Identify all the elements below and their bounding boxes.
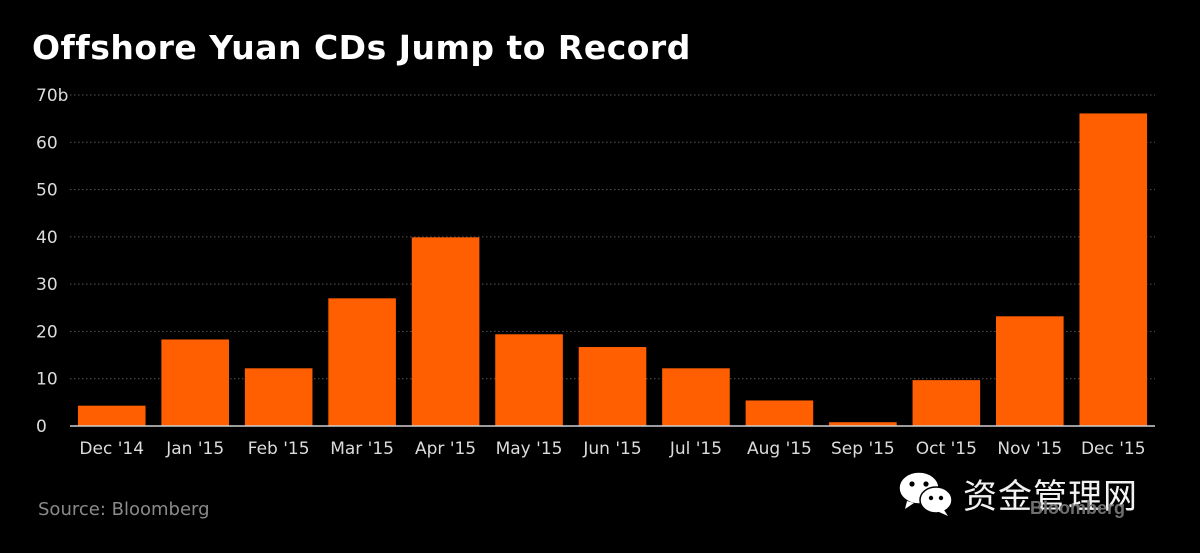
x-tick-label: Aug '15 — [747, 439, 812, 459]
bar — [1079, 113, 1148, 426]
bar — [912, 380, 981, 426]
x-tick-label: Oct '15 — [916, 439, 977, 459]
bar — [328, 298, 396, 426]
x-tick-label: Jul '15 — [669, 439, 722, 459]
y-tick-label: 60 — [36, 133, 58, 153]
x-tick-label: Mar '15 — [330, 439, 394, 459]
bar — [77, 405, 146, 426]
x-tick-label: Jan '15 — [165, 439, 224, 459]
gridlines — [70, 94, 1155, 380]
chart-title: Offshore Yuan CDs Jump to Record — [32, 28, 691, 67]
y-tick-label: 0 — [36, 417, 47, 437]
bloomberg-logo: Bloomberg — [1030, 498, 1126, 518]
bar — [495, 334, 563, 426]
bar — [662, 368, 730, 426]
y-axis-tick-labels: 0 10 20 30 40 50 60 70b — [36, 86, 68, 437]
y-tick-label: 40 — [36, 228, 58, 248]
x-tick-label: Nov '15 — [997, 439, 1062, 459]
watermark-text: 资金管理网 — [963, 476, 1138, 517]
y-tick-label: 50 — [36, 181, 58, 201]
x-axis-tick-labels: Dec '14 Jan '15 Feb '15 Mar '15 Apr '15 May '… — [79, 439, 1145, 459]
y-tick-label: 20 — [36, 322, 58, 342]
bar — [745, 400, 814, 426]
bar — [829, 422, 897, 426]
x-tick-label: May '15 — [496, 439, 563, 459]
x-tick-label: Feb '15 — [248, 439, 310, 459]
x-tick-label: Dec '14 — [79, 439, 144, 459]
bar — [578, 347, 647, 426]
x-tick-label: Apr '15 — [415, 439, 476, 459]
x-tick-label: Sep '15 — [831, 439, 895, 459]
wechat-icon — [898, 471, 953, 516]
y-tick-label: 10 — [36, 370, 58, 390]
y-tick-label: 70b — [36, 86, 68, 106]
x-tick-label: Dec '15 — [1081, 439, 1146, 459]
source-note: Source: Bloomberg — [38, 499, 210, 520]
bar — [244, 368, 313, 426]
bar — [161, 339, 229, 426]
watermark: 资金管理网 — [895, 468, 1138, 518]
y-tick-label: 30 — [36, 275, 58, 295]
bars — [77, 113, 1148, 426]
bar — [411, 237, 480, 426]
x-tick-label: Jun '15 — [582, 439, 641, 459]
bar — [996, 316, 1064, 426]
